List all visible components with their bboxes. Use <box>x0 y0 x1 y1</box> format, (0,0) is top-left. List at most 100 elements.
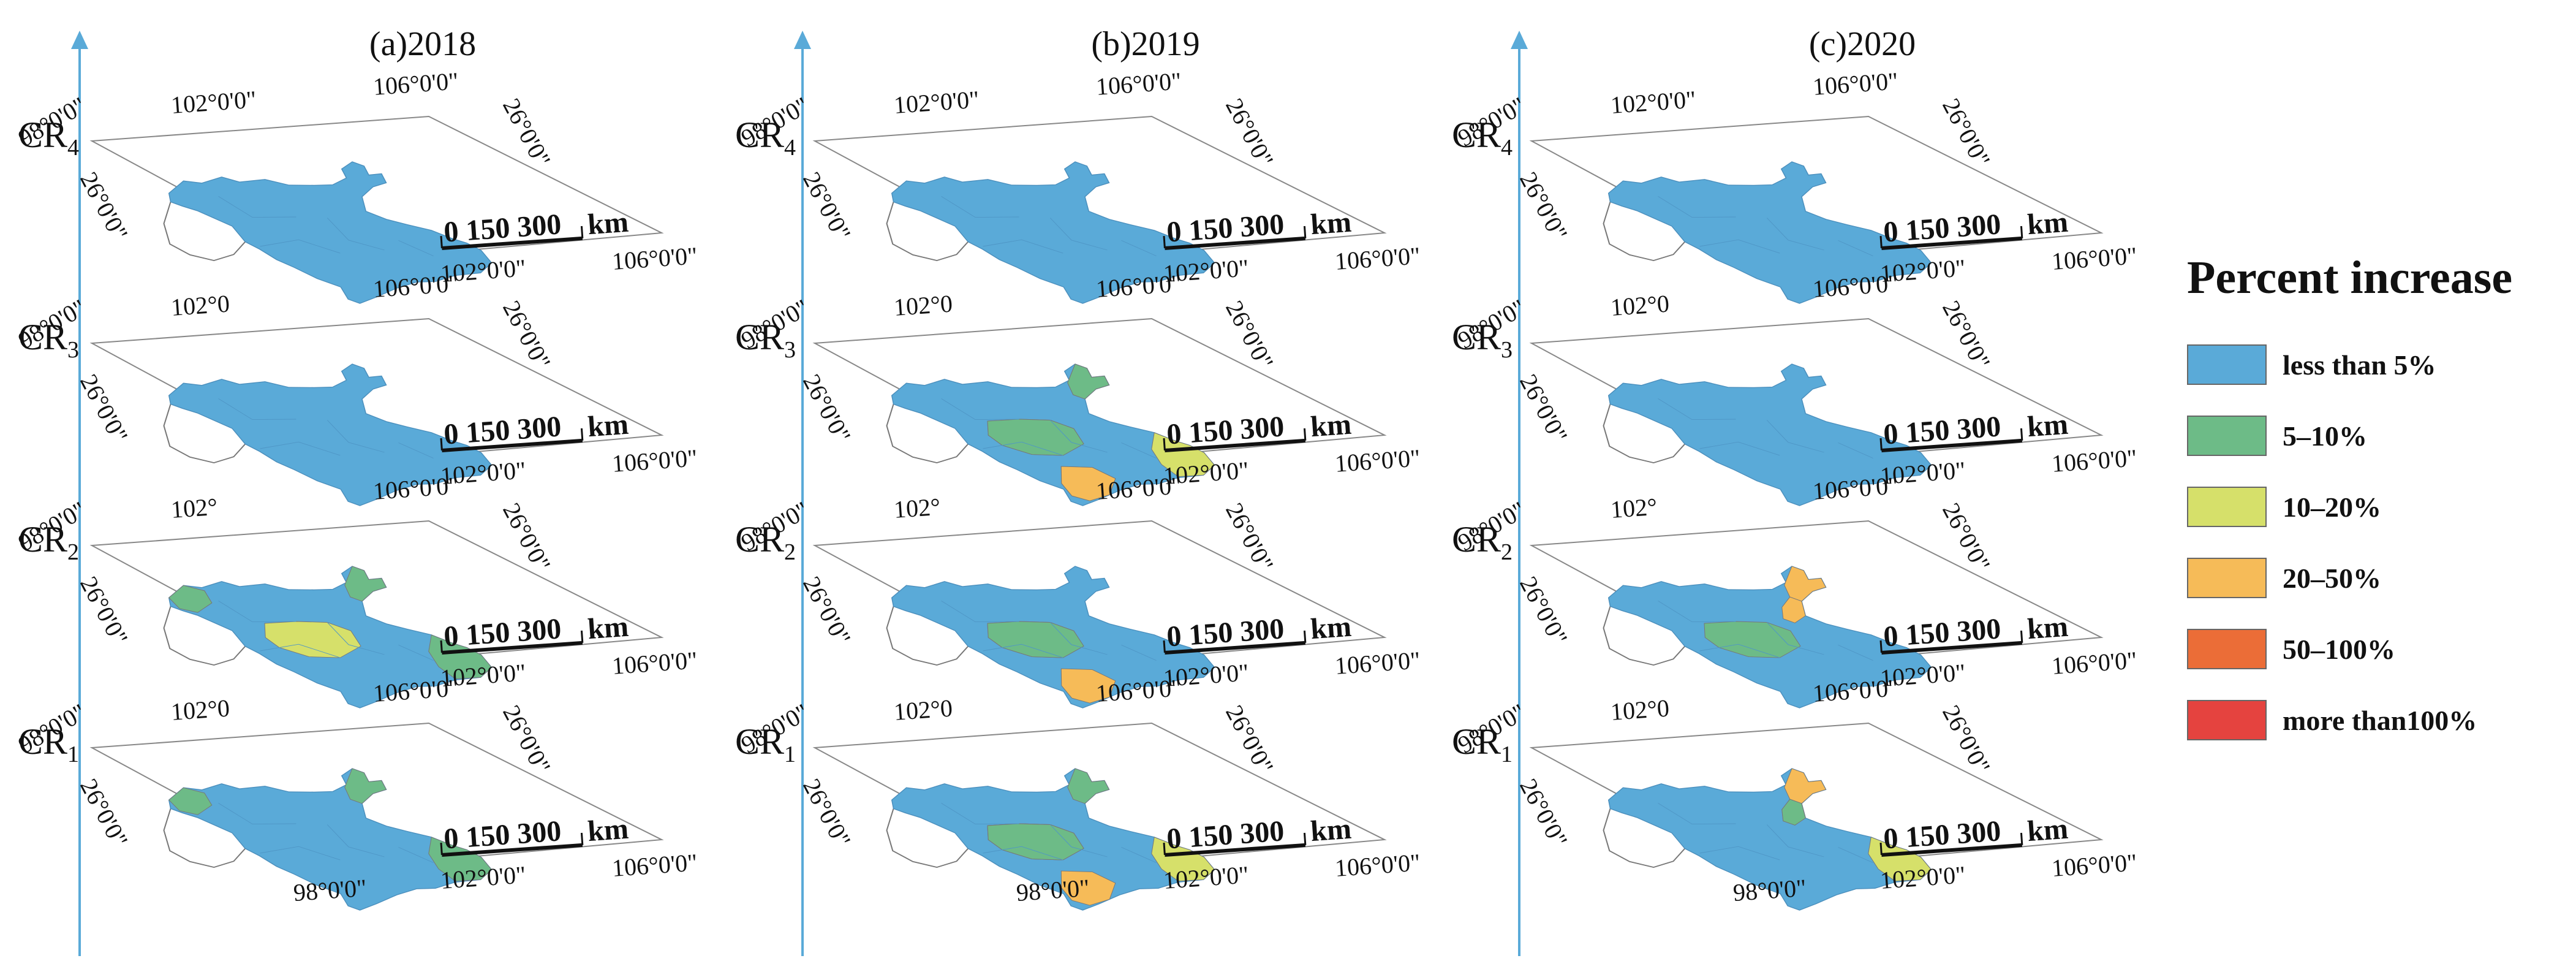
border-line <box>886 202 969 262</box>
lat-26-right-label: 26°0'0" <box>1937 498 1996 576</box>
map-layer: CR4 102°0'0" 106°0'0" 26°0'0" 98°0'0" 26°0'0"… <box>1440 67 2285 304</box>
lat-26-right-label: 26°0'0" <box>1937 94 1996 172</box>
layer-label: CR4 <box>1452 116 1513 159</box>
layer-label: CR4 <box>735 116 796 159</box>
lat-26-left-label: 26°0'0" <box>798 572 856 650</box>
legend: Percent increase less than 5% 5–10% 10–20%… <box>2187 251 2567 756</box>
scale-unit: km <box>1309 408 1352 444</box>
layer-label-text: CR <box>735 317 785 357</box>
layer-label-text: CR <box>18 317 68 357</box>
legend-item: 10–20% <box>2187 471 2567 542</box>
lat-98-left-label: 98°0'0" <box>13 294 91 354</box>
lat-98-left-label: 98°0'0" <box>13 698 91 759</box>
lon-98-bottom-label: 98°0'0" <box>1732 874 1807 906</box>
layer-map: 102°0 106°0'0" 26°0'0" 98°0'0" 26°0'0" 102°0'… <box>1453 269 2138 506</box>
legend-label: 5–10% <box>2283 420 2367 452</box>
legend-swatch <box>2187 416 2267 456</box>
lat-26-right-label: 26°0'0" <box>497 498 556 576</box>
lon-106-bottom-label: 106°0'0" <box>611 444 698 477</box>
legend-swatch <box>2187 558 2267 598</box>
scale-bar: 0 150 300 km <box>440 206 630 250</box>
increase-patch <box>1060 668 1116 704</box>
lon-106-bottom-label: 106°0'0" <box>2050 444 2137 477</box>
county-lines <box>941 196 1157 257</box>
lon-106-bottom-label: 106°0'0" <box>2050 646 2137 680</box>
scale-bar: 0 150 300 km <box>440 610 630 655</box>
lat-26-left-label: 26°0'0" <box>798 167 856 245</box>
lon-102-top-label: 102° <box>893 493 941 523</box>
lon-102-top-label: 102° <box>170 493 218 523</box>
lon-102-bottom-label: 102°0'0" <box>439 658 526 692</box>
layer-label-text: CR <box>1452 115 1501 155</box>
layer-label: CR3 <box>735 319 796 362</box>
lat-26-left-label: 26°0'0" <box>1514 167 1573 245</box>
lon-106-top-label: 106°0'0" <box>1095 269 1182 303</box>
layer-label: CR2 <box>735 521 796 564</box>
legend-label: 10–20% <box>2283 491 2381 523</box>
lat-98-left-label: 98°0'0" <box>736 91 814 152</box>
scale-unit: km <box>2026 206 2069 241</box>
scale-unit: km <box>586 206 629 241</box>
lon-102-top-label: 102°0 <box>1609 289 1670 321</box>
county-lines <box>1658 803 1873 864</box>
increase-patch <box>1060 466 1116 501</box>
lon-102-top-label: 102°0 <box>893 694 953 726</box>
legend-swatch <box>2187 629 2267 669</box>
lon-106-bottom-label: 106°0'0" <box>611 241 698 275</box>
lat-26-right-label: 26°0'0" <box>1220 498 1279 576</box>
province-map <box>886 768 1215 911</box>
lon-102-top-label: 102°0 <box>170 694 230 726</box>
legend-title: Percent increase <box>2187 252 2513 303</box>
layer-map: 102° 106°0'0" 26°0'0" 98°0'0" 26°0'0" 102°0'0… <box>13 471 698 708</box>
province-map <box>163 566 493 708</box>
lat-98-left-label: 98°0'0" <box>1453 91 1530 152</box>
layer-map: 102°0'0"106°0'0"26°0'0"98°0'0"26°0'0"102… <box>1453 67 2138 304</box>
panel-title: (b)2019 <box>1091 25 1200 63</box>
lon-102-top-label: 102° <box>1609 493 1658 523</box>
province-map <box>886 566 1215 708</box>
lon-106-top-label: 106°0'0" <box>1095 67 1182 101</box>
province-map <box>1603 161 1932 304</box>
lon-102-bottom-label: 102°0'0" <box>1162 456 1249 490</box>
increase-patch <box>264 621 361 658</box>
layer-label-text: CR <box>1452 721 1501 762</box>
increase-patch <box>344 566 387 602</box>
legend-swatch <box>2187 344 2267 385</box>
lat-26-right-label: 26°0'0" <box>497 701 556 778</box>
lat-98-left-label: 98°0'0" <box>1453 294 1530 354</box>
increase-patch <box>428 837 493 882</box>
county-lines <box>218 803 434 864</box>
increase-patch <box>1781 596 1806 623</box>
county-lines <box>941 398 1157 459</box>
layer-label: CR3 <box>1452 319 1513 362</box>
legend-swatch <box>2187 700 2267 740</box>
lat-98-left-label: 98°0'0" <box>1453 496 1530 556</box>
province-map <box>163 161 493 304</box>
scale-bar: 0 150 300 km <box>440 408 630 452</box>
province-map <box>163 363 493 506</box>
legend-label: less than 5% <box>2283 349 2436 381</box>
panel-2018: (a)2018 CR4 102°0'0" 106°0'0" 26°0'0" 98°0'0… <box>0 0 845 980</box>
scale-unit: km <box>1309 813 1352 848</box>
border-line <box>163 606 246 666</box>
lat-26-left-label: 26°0'0" <box>75 370 134 447</box>
province-shape <box>168 363 493 506</box>
layer-label-subscript: 2 <box>784 539 796 565</box>
lat-98-left-label: 98°0'0" <box>736 294 814 354</box>
lon-102-bottom-label: 102°0'0" <box>1879 254 1966 287</box>
increase-patch <box>428 634 493 680</box>
lat-26-left-label: 26°0'0" <box>1514 774 1573 852</box>
border-line <box>886 808 969 868</box>
lat-98-left-label: 98°0'0" <box>13 91 91 152</box>
panel-title: (c)2020 <box>1808 25 1916 63</box>
lon-106-top-label: 106°0'0" <box>1095 471 1182 505</box>
county-lines <box>218 398 434 459</box>
map-layer: CR3 102°0 106°0'0" 26°0'0" 98°0'0" 26°0'0" 102… <box>0 269 845 506</box>
legend-item: 5–10% <box>2187 400 2567 471</box>
county-lines <box>218 601 434 661</box>
layer-label-text: CR <box>1452 317 1501 357</box>
layer-map: 102°0'0"106°0'0"26°0'0"98°0'0"26°0'0"102… <box>736 67 1421 304</box>
province-shape <box>1607 363 1932 506</box>
layer-label-text: CR <box>1452 519 1501 560</box>
increase-patch <box>1151 432 1215 477</box>
